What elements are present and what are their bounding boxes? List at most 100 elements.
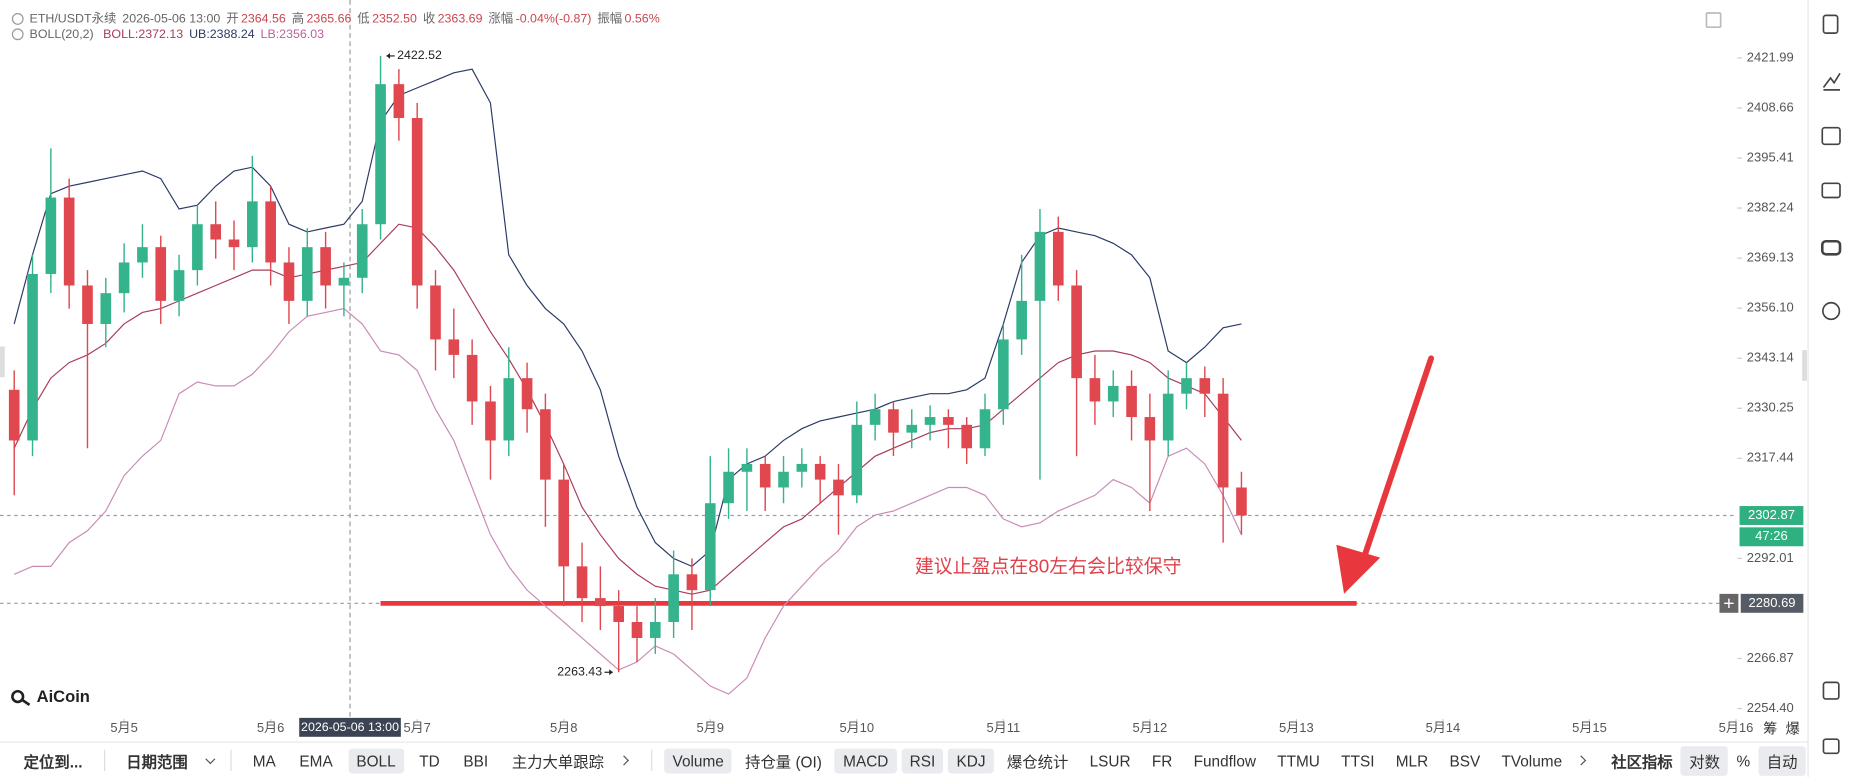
indicator-button[interactable]: KDJ <box>948 748 994 773</box>
candle-body <box>704 503 716 591</box>
x-tick-label: 5月6 <box>257 720 284 735</box>
boll-name: BOLL(20,2) <box>29 27 94 42</box>
icon[interactable] <box>1822 738 1840 755</box>
candle-body <box>430 285 441 340</box>
icon[interactable] <box>1821 182 1841 199</box>
toolbar: 定位到... 日期范围 MA EMA BOLL TD BBI 主力大单跟踪 Volume 持仓… <box>0 741 1809 778</box>
visibility-icon[interactable] <box>11 28 24 41</box>
toolbar-main: MA EMA BOLL TD BBI 主力大单跟踪 <box>241 746 616 776</box>
indicator-button[interactable]: 主力大单跟踪 <box>511 752 605 771</box>
candle-body <box>924 417 936 425</box>
indicator-button[interactable]: LSUR <box>1089 751 1131 770</box>
indicator-button[interactable]: TTMU <box>1277 751 1320 770</box>
indicator-button[interactable]: BBI <box>463 751 489 770</box>
y-tick-label: 2395.41 <box>1747 149 1794 164</box>
indicator-button[interactable]: EMA <box>299 751 333 770</box>
candle-body <box>301 247 313 301</box>
more[interactable] <box>1576 755 1587 766</box>
indicator-button[interactable]: MA <box>252 751 276 770</box>
indicator-button[interactable]: MLR <box>1395 751 1429 770</box>
plot: 2254.40 2266.87 2292.01 2317.44 2330.25 2343.… <box>0 0 1804 737</box>
candle-body <box>82 285 93 324</box>
candle-body <box>906 424 918 433</box>
toolbar-right: 社区指标 对数% 自动 <box>1603 745 1806 776</box>
candle-body <box>1236 487 1247 516</box>
indicator-button[interactable]: BSV <box>1449 751 1481 770</box>
candle-body <box>466 354 478 402</box>
indicator-button[interactable]: Fundflow <box>1193 751 1256 770</box>
logo-icon <box>11 689 25 704</box>
candle-body <box>375 84 386 225</box>
field-label: 低 <box>357 11 370 27</box>
x-tick-label: 5月11 <box>986 720 1020 735</box>
indicator-button[interactable]: 对数 <box>1680 745 1729 776</box>
icon[interactable] <box>1821 126 1841 146</box>
indicator-button[interactable]: MACD <box>834 748 897 773</box>
separator <box>103 749 105 772</box>
indicator-button[interactable]: 爆仓统计 <box>1006 752 1069 771</box>
indicator-button[interactable]: TD <box>419 751 440 770</box>
time: 2026-05-06 13:00 <box>122 11 221 26</box>
candle-body <box>448 339 460 355</box>
candle-body <box>1071 285 1082 379</box>
field-value: 2352.50 <box>372 11 417 26</box>
separator <box>230 749 232 772</box>
handle[interactable] <box>1802 350 1807 381</box>
arrow-head <box>1336 544 1381 594</box>
icon[interactable] <box>1822 681 1840 700</box>
indicator-button[interactable]: TTSI <box>1341 751 1375 770</box>
candle-body <box>1107 385 1119 402</box>
dropdown[interactable] <box>205 753 216 764</box>
indicator-button[interactable]: 自动 <box>1758 745 1806 776</box>
more[interactable] <box>619 755 630 766</box>
candle-body <box>63 197 75 286</box>
visibility-icon[interactable] <box>11 12 24 25</box>
candle-body <box>723 471 734 504</box>
candle-body <box>485 401 496 441</box>
indicator-button[interactable]: RSI <box>901 748 944 773</box>
icon[interactable] <box>1705 12 1722 29</box>
axis-button[interactable]: 爆 <box>1786 721 1800 737</box>
candle-body <box>869 409 881 425</box>
icon[interactable] <box>1820 239 1842 256</box>
indicator-button[interactable]: 社区指标 <box>1611 752 1673 771</box>
candle-body <box>686 574 698 591</box>
indicator-button[interactable]: FR <box>1151 751 1173 770</box>
indicator-button[interactable]: BOLL <box>348 748 404 773</box>
icon[interactable] <box>1822 72 1841 91</box>
candle-body <box>192 224 203 271</box>
indicator-button[interactable]: TVolume <box>1501 751 1563 770</box>
toolbar-button[interactable]: 定位到... <box>23 752 83 771</box>
toolbar-button[interactable]: 日期范围 <box>126 752 188 771</box>
x-tick-label: 5月14 <box>1426 720 1461 735</box>
boll-value: BOLL:2372.13 <box>103 27 184 42</box>
candle-body <box>613 606 624 623</box>
marker-arrowhead <box>609 669 613 676</box>
annotation: 建议止盈点在80左右会比较保守 <box>915 556 1182 578</box>
logo: AiCoin <box>11 687 90 706</box>
marker-arrowhead <box>386 52 391 59</box>
axis-button[interactable]: 筹 <box>1763 720 1777 737</box>
candle-body <box>961 424 973 449</box>
candle-body <box>814 463 826 480</box>
icon[interactable] <box>1822 301 1841 321</box>
countdown-label: 47:26 <box>1755 528 1788 543</box>
handle[interactable] <box>0 346 5 378</box>
boll-value: LB:2356.03 <box>260 27 325 42</box>
indicator-button[interactable]: 持仓量 (OI) <box>745 752 822 771</box>
candle-body <box>576 566 588 599</box>
indicator-button[interactable]: % <box>1736 751 1751 770</box>
arrow-shaft <box>1358 355 1435 569</box>
candle-body <box>1144 417 1156 441</box>
y-tick-label: 2330.25 <box>1747 400 1794 415</box>
field-value: 2365.66 <box>306 11 352 26</box>
candle-body <box>1089 378 1101 402</box>
icon[interactable] <box>1822 14 1839 34</box>
candle-body <box>595 598 606 607</box>
indicator-button[interactable]: Volume <box>664 748 733 773</box>
toolbar-left: 定位到... 日期范围 <box>12 746 221 776</box>
field-value: 2363.69 <box>437 11 483 26</box>
candle-body <box>356 224 368 278</box>
boll-line <box>13 307 1242 695</box>
